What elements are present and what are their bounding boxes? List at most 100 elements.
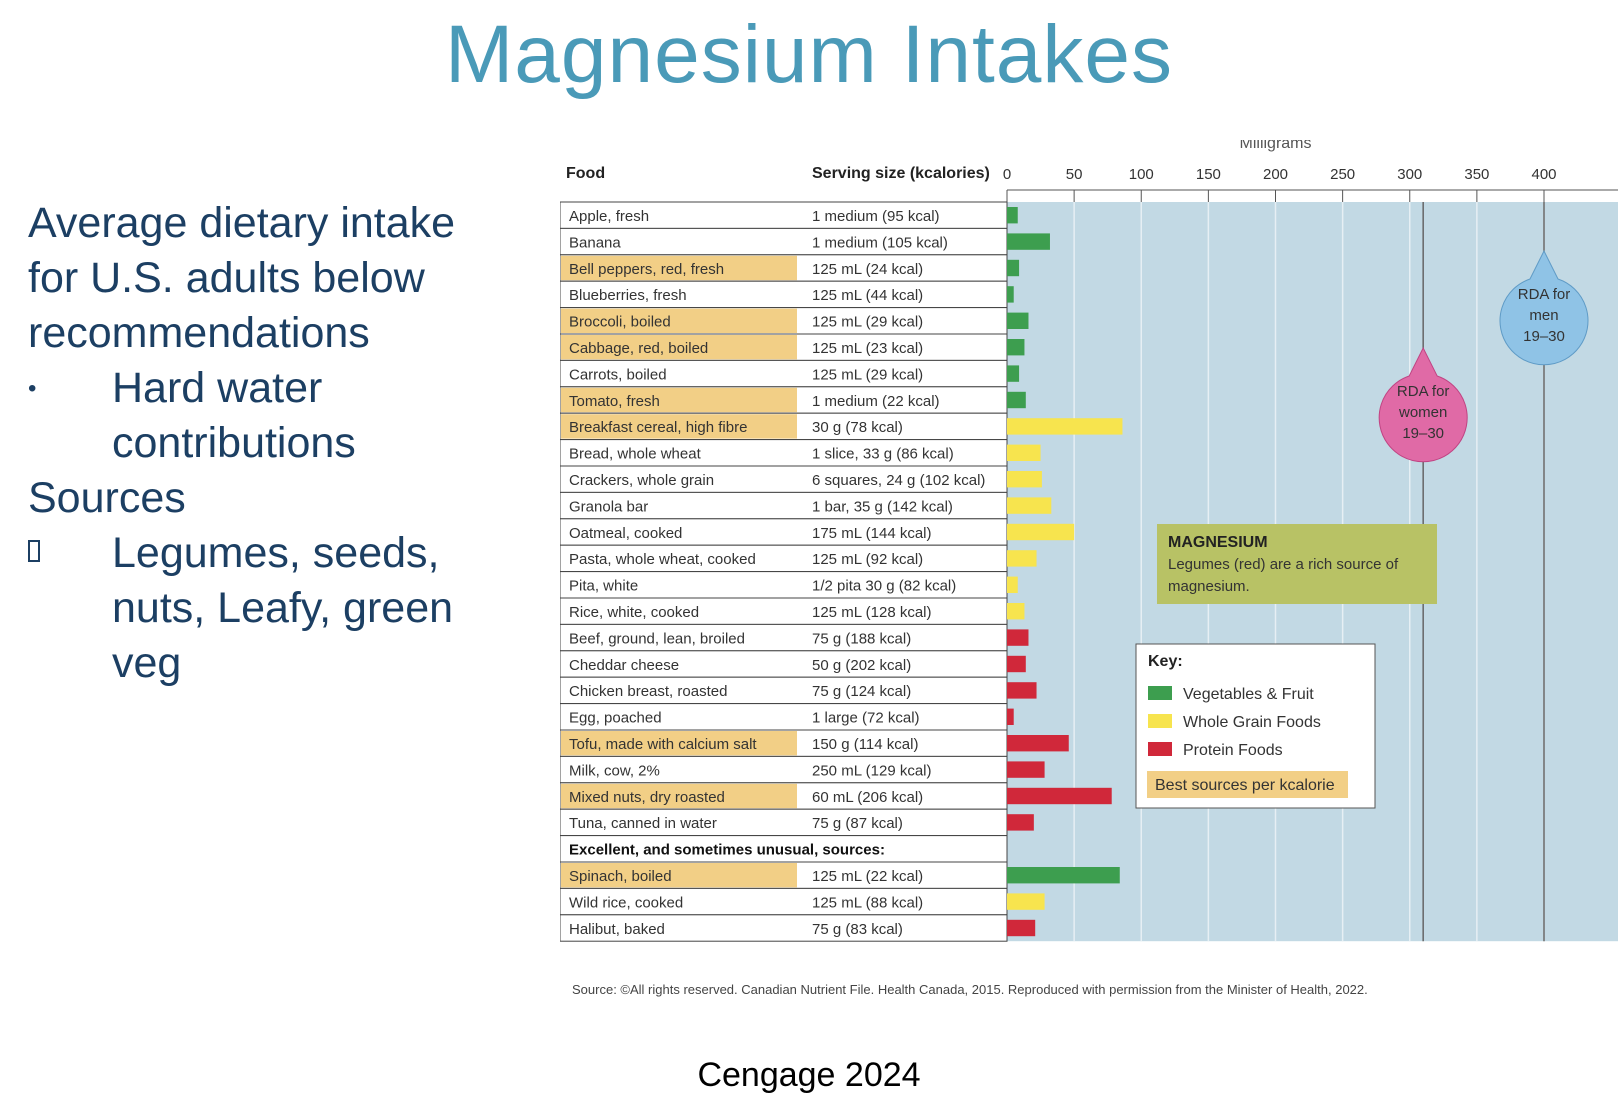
bar-veg (1007, 233, 1050, 250)
food-name: Spinach, boiled (569, 868, 672, 885)
tick-label: 400 (1531, 166, 1556, 183)
rda-label: RDA for (1397, 383, 1450, 400)
serving-size: 125 mL (22 kcal) (812, 868, 923, 885)
tick-label: 150 (1196, 166, 1221, 183)
food-name: Bell peppers, red, fresh (569, 261, 724, 278)
slide-title: Magnesium Intakes (444, 9, 1173, 100)
bar-grain (1007, 893, 1045, 910)
serving-size: 125 mL (29 kcal) (812, 366, 923, 383)
bullet-hard-water: • Hard water (28, 361, 528, 416)
rda-label: 19–30 (1523, 328, 1565, 345)
bar-veg (1007, 867, 1120, 884)
table-row (560, 914, 1008, 942)
bar-protein (1007, 787, 1112, 805)
serving-size: 250 mL (129 kcal) (812, 762, 932, 779)
food-name: Halibut, baked (569, 921, 665, 938)
bullet-legumes: Legumes, seeds, (28, 526, 528, 581)
serving-size: 75 g (188 kcal) (812, 630, 911, 647)
food-name: Carrots, boiled (569, 366, 667, 383)
food-name: Apple, fresh (569, 208, 649, 225)
source-note: Source: ©All rights reserved. Canadian N… (572, 982, 1368, 997)
best-source-highlight (561, 255, 797, 281)
serving-size: 125 mL (29 kcal) (812, 314, 923, 331)
serving-size: 125 mL (23 kcal) (812, 340, 923, 357)
serving-size: 6 squares, 24 g (102 kcal) (812, 472, 985, 489)
intake-line-3: recommendations (28, 309, 370, 357)
food-name: Tomato, fresh (569, 393, 660, 410)
rda-marker (1499, 249, 1589, 366)
tick-label: 50 (1066, 166, 1083, 183)
serving-size: 150 g (114 kcal) (812, 736, 918, 753)
table-row (560, 491, 1008, 520)
food-column-header: Food (566, 165, 605, 182)
best-source-highlight (561, 414, 797, 439)
serving-size: 75 g (124 kcal) (812, 683, 911, 700)
bar-veg (1007, 391, 1026, 409)
bar-grain (1007, 418, 1123, 435)
food-name: Oatmeal, cooked (569, 525, 682, 542)
legumes-line-3: veg (112, 639, 182, 687)
serving-size: 125 mL (88 kcal) (812, 894, 923, 911)
serving-size: 50 g (202 kcal) (812, 657, 911, 674)
rda-label: RDA for (1518, 286, 1571, 303)
legend-label: Whole Grain Foods (1183, 714, 1321, 731)
rda-label: 19–30 (1402, 425, 1444, 442)
food-name: Granola bar (569, 498, 648, 515)
legend-label: Protein Foods (1183, 742, 1283, 759)
bar-protein (1007, 708, 1014, 725)
chart-canvas: Milligrams 0 50 100 150 200 250 300 350 400 Food Se… (560, 140, 1618, 942)
table-row (560, 465, 1008, 493)
food-name: Cabbage, red, boiled (569, 340, 708, 357)
best-source-highlight (561, 387, 797, 413)
serving-size: 1 medium (95 kcal) (812, 208, 940, 225)
rda-label: women (1398, 404, 1447, 421)
food-name: Egg, poached (569, 710, 662, 727)
legend-label: Vegetables & Fruit (1183, 686, 1314, 703)
table-row (560, 755, 1008, 784)
bar-veg (1007, 339, 1025, 356)
magnesium-chart: Milligrams 0 50 100 150 200 250 300 350 400 Food Se… (560, 140, 1618, 1000)
table-row (560, 280, 1008, 309)
tick-label: 250 (1330, 166, 1355, 183)
table-row (560, 703, 1008, 731)
food-name: Milk, cow, 2% (569, 762, 660, 779)
serving-size: 75 g (83 kcal) (812, 921, 903, 938)
serving-size: 1 slice, 33 g (86 kcal) (812, 446, 954, 463)
bar-veg (1007, 365, 1020, 382)
bar-veg (1007, 259, 1020, 277)
best-source-highlight (561, 863, 797, 888)
hard-water-line-2: contributions (112, 419, 356, 467)
serving-size: 125 mL (24 kcal) (812, 261, 923, 278)
serving-column-header: Serving size (kcalories) (812, 165, 990, 182)
tick-label: 0 (1003, 166, 1011, 183)
bar-grain (1007, 576, 1018, 593)
hard-water-line-1: Hard water (112, 364, 323, 412)
serving-size: 125 mL (92 kcal) (812, 551, 923, 568)
bullet-dot-icon: • (28, 375, 37, 402)
axis-title: Milligrams (1240, 140, 1312, 152)
legend-best-swatch (1147, 771, 1348, 798)
serving-size: 1 bar, 35 g (142 kcal) (812, 498, 953, 515)
intake-line-2: for U.S. adults below (28, 254, 425, 302)
bullet-legumes-cont-2: veg (28, 636, 528, 691)
table-row (560, 518, 1008, 546)
bar-protein (1007, 814, 1034, 831)
serving-size: 1 large (72 kcal) (812, 710, 920, 727)
bar-veg (1007, 207, 1018, 224)
serving-size: 75 g (87 kcal) (812, 815, 903, 832)
magnesium-note-title: MAGNESIUM (1168, 534, 1268, 551)
intake-line-1: Average dietary intake (28, 199, 456, 247)
food-name: Pita, white (569, 578, 638, 595)
section-header: Excellent, and sometimes unusual, source… (569, 842, 885, 859)
bar-grain (1007, 471, 1042, 488)
tick-label: 100 (1129, 166, 1154, 183)
magnesium-note-box (1157, 524, 1437, 604)
serving-size: 60 mL (206 kcal) (812, 789, 923, 806)
bar-protein (1007, 735, 1069, 752)
legumes-line-2: nuts, Leafy, green (112, 584, 454, 632)
bar-veg (1007, 286, 1014, 303)
best-source-highlight (561, 731, 797, 756)
best-source-highlight (561, 308, 797, 333)
bar-protein (1007, 761, 1045, 778)
rda-label: men (1529, 307, 1558, 324)
